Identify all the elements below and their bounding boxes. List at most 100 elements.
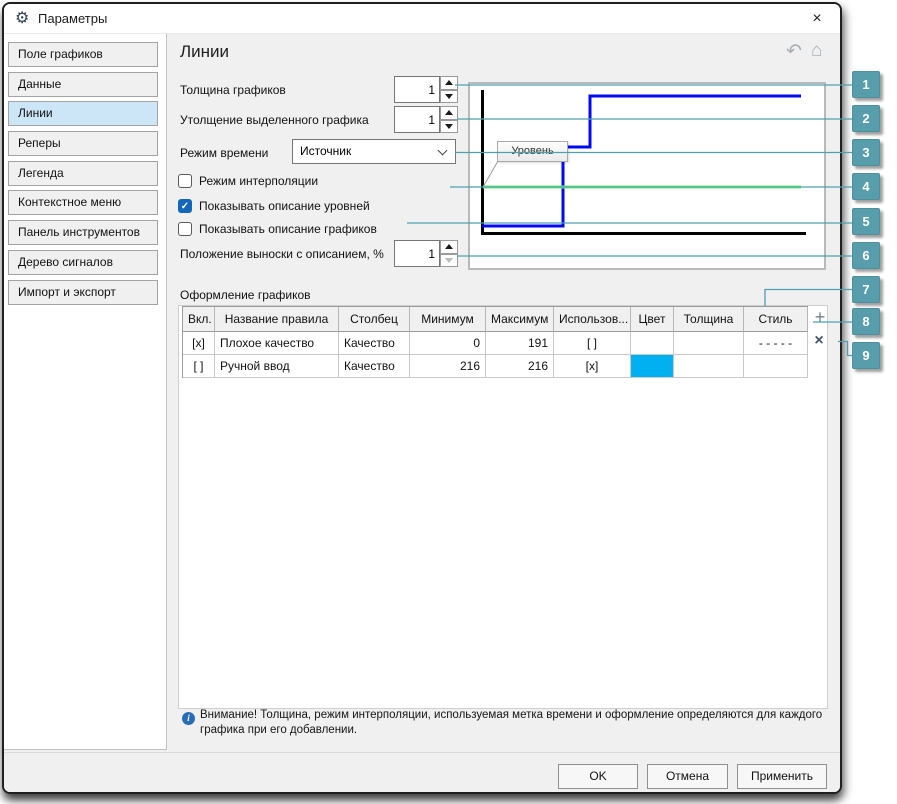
- selected-thickness-down-button[interactable]: [440, 119, 458, 133]
- window-title: Параметры: [38, 11, 108, 26]
- sidebar-item-import-eksport[interactable]: Импорт и экспорт: [8, 280, 158, 305]
- footer-bar: OK Отмена Применить: [4, 752, 840, 792]
- close-icon[interactable]: ×: [812, 10, 822, 27]
- table-cell-max[interactable]: 191: [486, 332, 554, 355]
- table-cell-style[interactable]: [744, 355, 808, 378]
- table-cell-use[interactable]: [x]: [554, 355, 631, 378]
- table-cell-min[interactable]: 0: [410, 332, 486, 355]
- col-header-max[interactable]: Максимум: [486, 307, 554, 332]
- thickness-down-button[interactable]: [440, 89, 458, 103]
- thickness-spinner: [394, 76, 458, 103]
- col-header-use[interactable]: Использов...: [554, 307, 631, 332]
- chevron-down-icon: [437, 145, 448, 156]
- graphs-checkbox[interactable]: [178, 222, 192, 236]
- col-header-column[interactable]: Столбец: [339, 307, 410, 332]
- down-arrow-icon: [445, 123, 453, 129]
- table-cell-name[interactable]: Плохое качество: [215, 332, 339, 355]
- table-cell-thickness[interactable]: [674, 355, 744, 378]
- time-mode-value: Источник: [300, 144, 352, 158]
- thickness-label: Толщина графиков: [180, 83, 286, 97]
- info-icon: i: [182, 712, 195, 725]
- sidebar-item-panel-instrumentov[interactable]: Панель инструментов: [8, 220, 158, 245]
- cancel-button[interactable]: Отмена: [647, 764, 728, 789]
- table-cell-column[interactable]: Качество: [339, 355, 410, 378]
- parameters-dialog: ⚙ Параметры × Поле графиков Данные Линии…: [2, 2, 842, 794]
- callout-down-button[interactable]: [440, 253, 458, 267]
- add-rule-button[interactable]: +: [814, 307, 826, 327]
- down-arrow-icon: [445, 257, 453, 263]
- levels-checkbox[interactable]: ✓: [178, 199, 192, 213]
- sidebar: Поле графиков Данные Линии Реперы Легенд…: [4, 34, 167, 750]
- callout-badge-3: 3: [852, 139, 880, 166]
- table-cell-enabled[interactable]: [ ]: [183, 355, 215, 378]
- col-header-enabled[interactable]: Вкл.: [183, 307, 215, 332]
- rules-table: Вкл. Название правила Столбец Минимум Ма…: [182, 306, 808, 378]
- sidebar-item-repery[interactable]: Реперы: [8, 131, 158, 156]
- callout-badge-4: 4: [852, 173, 880, 200]
- interpolation-label: Режим интерполяции: [199, 174, 319, 188]
- lines-preview-chart: Уровень: [468, 82, 826, 270]
- table-cell-use[interactable]: [ ]: [554, 332, 631, 355]
- page-title: Линии: [180, 42, 230, 61]
- ok-button[interactable]: OK: [558, 764, 638, 789]
- interpolation-checkbox-row[interactable]: Режим интерполяции: [178, 174, 318, 188]
- table-cell-color-swatch[interactable]: [631, 355, 674, 378]
- col-header-color[interactable]: Цвет: [631, 307, 674, 332]
- preview-chart-svg: [481, 90, 806, 235]
- warning-text: Внимание! Толщина, режим интерполяции, и…: [200, 709, 823, 736]
- blue-step-line: [482, 94, 801, 228]
- graphs-checkbox-row[interactable]: Показывать описание графиков: [178, 222, 377, 236]
- up-arrow-icon: [445, 110, 453, 116]
- sidebar-item-dannye[interactable]: Данные: [8, 72, 158, 97]
- table-cell-max[interactable]: 216: [486, 355, 554, 378]
- delete-rule-button[interactable]: ×: [814, 332, 824, 349]
- callout-badge-9: 9: [852, 342, 880, 369]
- time-mode-select[interactable]: Источник: [292, 139, 456, 164]
- selected-thickness-up-button[interactable]: [440, 106, 458, 120]
- apply-button[interactable]: Применить: [737, 764, 827, 789]
- table-section-label: Оформление графиков: [180, 288, 311, 302]
- col-header-min[interactable]: Минимум: [410, 307, 486, 332]
- levels-checkbox-row[interactable]: ✓ Показывать описание уровней: [178, 199, 370, 213]
- time-mode-label: Режим времени: [180, 146, 269, 160]
- col-header-rule-name[interactable]: Название правила: [215, 307, 339, 332]
- callout-badge-7: 7: [852, 276, 880, 303]
- up-arrow-icon: [445, 80, 453, 86]
- callout-position-spinner: [394, 240, 458, 267]
- thickness-input[interactable]: [394, 76, 440, 103]
- level-tooltip: Уровень: [497, 141, 568, 162]
- callout-badge-1: 1: [852, 71, 880, 98]
- sidebar-item-linii[interactable]: Линии: [8, 101, 158, 126]
- thickness-up-button[interactable]: [440, 76, 458, 90]
- callout-position-input[interactable]: [394, 240, 440, 267]
- callout-up-button[interactable]: [440, 240, 458, 254]
- sidebar-item-legenda[interactable]: Легенда: [8, 161, 158, 186]
- table-cell-column[interactable]: Качество: [339, 332, 410, 355]
- col-header-thickness[interactable]: Толщина: [674, 307, 744, 332]
- callout-position-label: Положение выноски с описанием, %: [180, 247, 384, 261]
- levels-label: Показывать описание уровней: [199, 199, 370, 213]
- interpolation-checkbox[interactable]: [178, 174, 192, 188]
- table-cell-name[interactable]: Ручной ввод: [215, 355, 339, 378]
- title-bar: ⚙ Параметры ×: [4, 4, 840, 34]
- sidebar-item-kontekstnoe-menu[interactable]: Контекстное меню: [8, 190, 158, 215]
- table-cell-color[interactable]: [631, 332, 674, 355]
- selected-thickness-input[interactable]: [394, 106, 440, 133]
- graphs-label: Показывать описание графиков: [199, 222, 377, 236]
- table-cell-enabled[interactable]: [x]: [183, 332, 215, 355]
- table-cell-min[interactable]: 216: [410, 355, 486, 378]
- sidebar-item-pole-grafikov[interactable]: Поле графиков: [8, 42, 158, 67]
- callout-badge-2: 2: [852, 105, 880, 132]
- home-icon[interactable]: ⌂: [811, 40, 823, 61]
- sidebar-item-derevo-signalov[interactable]: Дерево сигналов: [8, 250, 158, 275]
- callout-badge-5: 5: [852, 208, 880, 235]
- gear-icon: ⚙: [15, 10, 30, 27]
- selected-thickness-spinner: [394, 106, 458, 133]
- callout-badge-8: 8: [852, 308, 880, 335]
- table-cell-thickness[interactable]: [674, 332, 744, 355]
- table-cell-style[interactable]: - - - - -: [744, 332, 808, 355]
- undo-icon[interactable]: ↶: [786, 41, 802, 62]
- col-header-style[interactable]: Стиль: [744, 307, 808, 332]
- down-arrow-icon: [445, 93, 453, 99]
